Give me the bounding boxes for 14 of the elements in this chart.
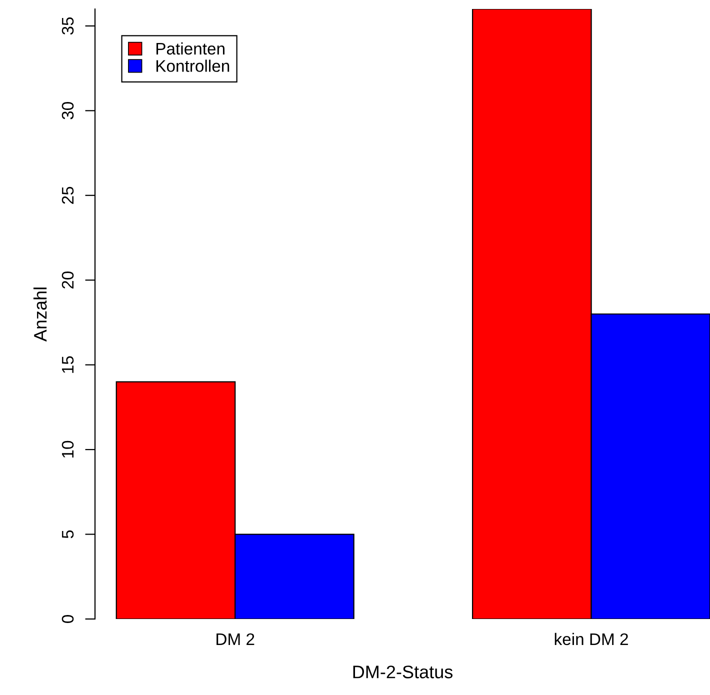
y-tick-label: 35 (62, 17, 74, 35)
y-tick-label: 20 (62, 271, 74, 289)
legend-label: Kontrollen (156, 60, 230, 72)
y-tick-label: 10 (62, 440, 74, 458)
y-axis-title: Anzahl (33, 288, 47, 342)
legend-label: Patienten (156, 42, 224, 55)
y-tick-label: 25 (62, 186, 74, 204)
y-tick-label: 5 (62, 530, 74, 538)
y-tick-label: 0 (62, 615, 74, 623)
y-tick-label: 15 (62, 356, 74, 373)
x-tick-label: kein DM 2 (554, 632, 628, 646)
x-tick-label: DM 2 (216, 633, 254, 645)
y-tick-label: 30 (62, 102, 74, 120)
x-axis-title: DM-2-Status (353, 666, 453, 678)
